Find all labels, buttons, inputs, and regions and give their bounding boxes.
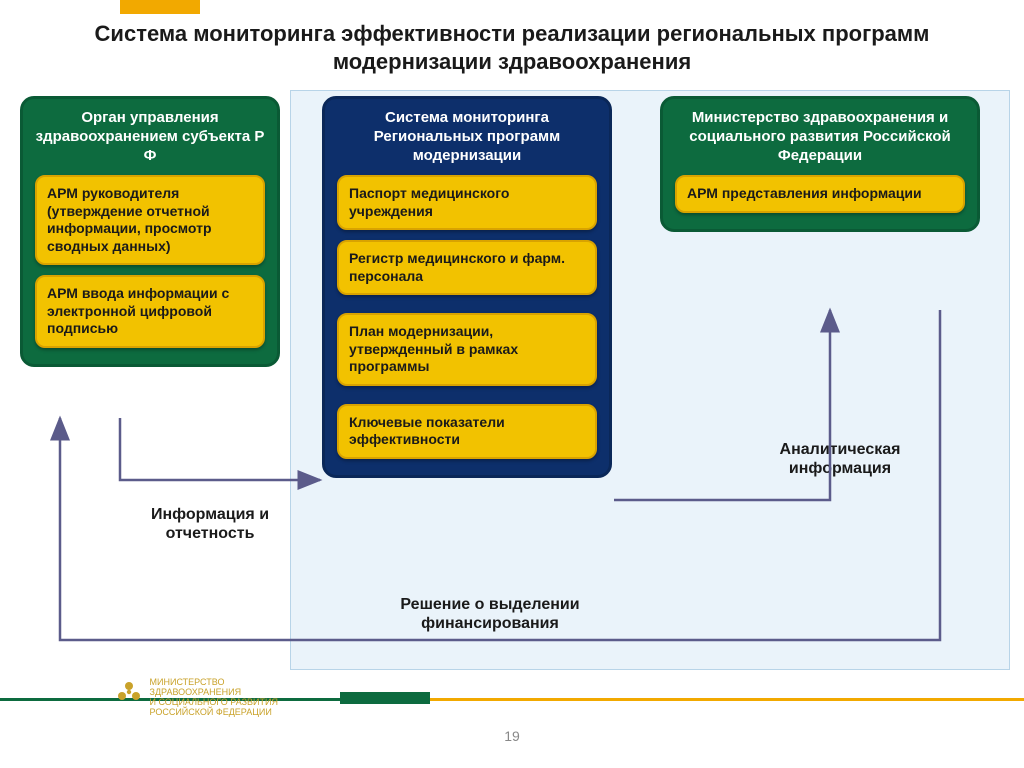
center-box-plan: План модернизации, утвержденный в рамках… xyxy=(337,313,597,386)
ministry-emblem-icon xyxy=(115,678,143,706)
label-funding: Решение о выделении финансирования xyxy=(350,595,630,633)
left-box-arm-leader: АРМ руководителя (утверждение отчетной и… xyxy=(35,175,265,265)
left-column: Орган управления здравоохранением субъек… xyxy=(20,96,280,367)
right-box-arm-present: АРМ представления информации xyxy=(675,175,965,213)
footer-ministry-logo: МИНИСТЕРСТВО ЗДРАВООХРАНЕНИЯ И СОЦИАЛЬНО… xyxy=(115,678,295,718)
center-box-kpi: Ключевые показатели эффективности xyxy=(337,404,597,459)
footer: МИНИСТЕРСТВО ЗДРАВООХРАНЕНИЯ И СОЦИАЛЬНО… xyxy=(0,698,1024,768)
footer-ministry-text: МИНИСТЕРСТВО ЗДРАВООХРАНЕНИЯ И СОЦИАЛЬНО… xyxy=(150,678,278,718)
top-accent-bar xyxy=(120,0,200,14)
left-column-header: Орган управления здравоохранением субъек… xyxy=(35,109,265,165)
center-box-passport: Паспорт медицинского учреждения xyxy=(337,175,597,230)
slide-title: Система мониторинга эффективности реализ… xyxy=(0,20,1024,75)
left-box-arm-input: АРМ ввода информации с электронной цифро… xyxy=(35,275,265,348)
right-column: Министерство здравоохранения и социально… xyxy=(660,96,980,232)
center-column-header: Система мониторинга Региональных програм… xyxy=(337,109,597,165)
center-box-register: Регистр медицинского и фарм. персонала xyxy=(337,240,597,295)
footer-orange-line xyxy=(430,698,1024,701)
right-column-header: Министерство здравоохранения и социально… xyxy=(675,109,965,165)
footer-green-block xyxy=(340,692,430,704)
label-info-report: Информация и отчетность xyxy=(130,505,290,543)
page-number: 19 xyxy=(0,728,1024,744)
label-analytic: Аналитическая информация xyxy=(750,440,930,478)
center-column: Система мониторинга Региональных програм… xyxy=(322,96,612,478)
